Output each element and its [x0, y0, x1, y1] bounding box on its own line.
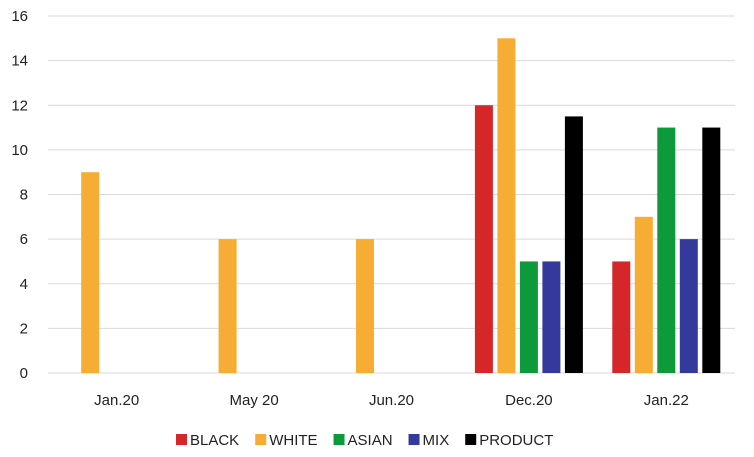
y-tick-label: 16	[11, 8, 28, 25]
x-tick-label: May 20	[229, 392, 278, 409]
bar-mix-3	[542, 261, 561, 373]
bar-asian-3	[519, 261, 538, 373]
legend-swatch-product	[465, 434, 477, 445]
legend-swatch-white	[255, 434, 267, 445]
bar-product-4	[702, 127, 721, 373]
gridlines	[48, 15, 735, 374]
bar-black-4	[612, 261, 631, 373]
bars	[81, 38, 721, 373]
legend-swatch-asian	[333, 434, 345, 445]
bar-asian-4	[657, 127, 676, 373]
y-tick-label: 6	[20, 231, 28, 248]
x-axis-ticks: Jan.20 May 20 Jun.20 Dec.20 Jan.22	[94, 392, 689, 409]
y-tick-label: 4	[20, 276, 28, 293]
bar-white-0	[81, 172, 100, 373]
legend-label-mix: MIX	[423, 432, 450, 449]
y-tick-label: 12	[11, 97, 28, 114]
bar-black-3	[474, 105, 493, 373]
y-tick-label: 8	[20, 187, 28, 204]
x-tick-label: Dec.20	[505, 392, 553, 409]
x-tick-label: Jan.20	[94, 392, 139, 409]
bar-white-4	[634, 216, 653, 373]
x-tick-label: Jan.22	[644, 392, 689, 409]
legend-label-asian: ASIAN	[348, 432, 393, 449]
legend-label-white: WHITE	[269, 432, 317, 449]
bar-white-3	[497, 38, 516, 373]
bar-white-2	[356, 239, 374, 373]
x-tick-label: Jun.20	[369, 392, 414, 409]
bar-product-3	[564, 116, 583, 373]
legend-label-product: PRODUCT	[479, 432, 553, 449]
legend: BLACK WHITE ASIAN MIX PRODUCT	[176, 432, 553, 449]
y-tick-label: 14	[11, 53, 28, 70]
y-axis-ticks: 0 2 4 6 8 10 12 14 16	[11, 8, 28, 382]
legend-label-black: BLACK	[190, 432, 239, 449]
y-tick-label: 0	[20, 365, 28, 382]
bar-white-1	[218, 239, 237, 373]
legend-swatch-mix	[408, 434, 420, 445]
legend-swatch-black	[176, 434, 187, 445]
y-tick-label: 10	[11, 142, 28, 159]
y-tick-label: 2	[20, 320, 28, 337]
bar-mix-4	[679, 239, 698, 373]
